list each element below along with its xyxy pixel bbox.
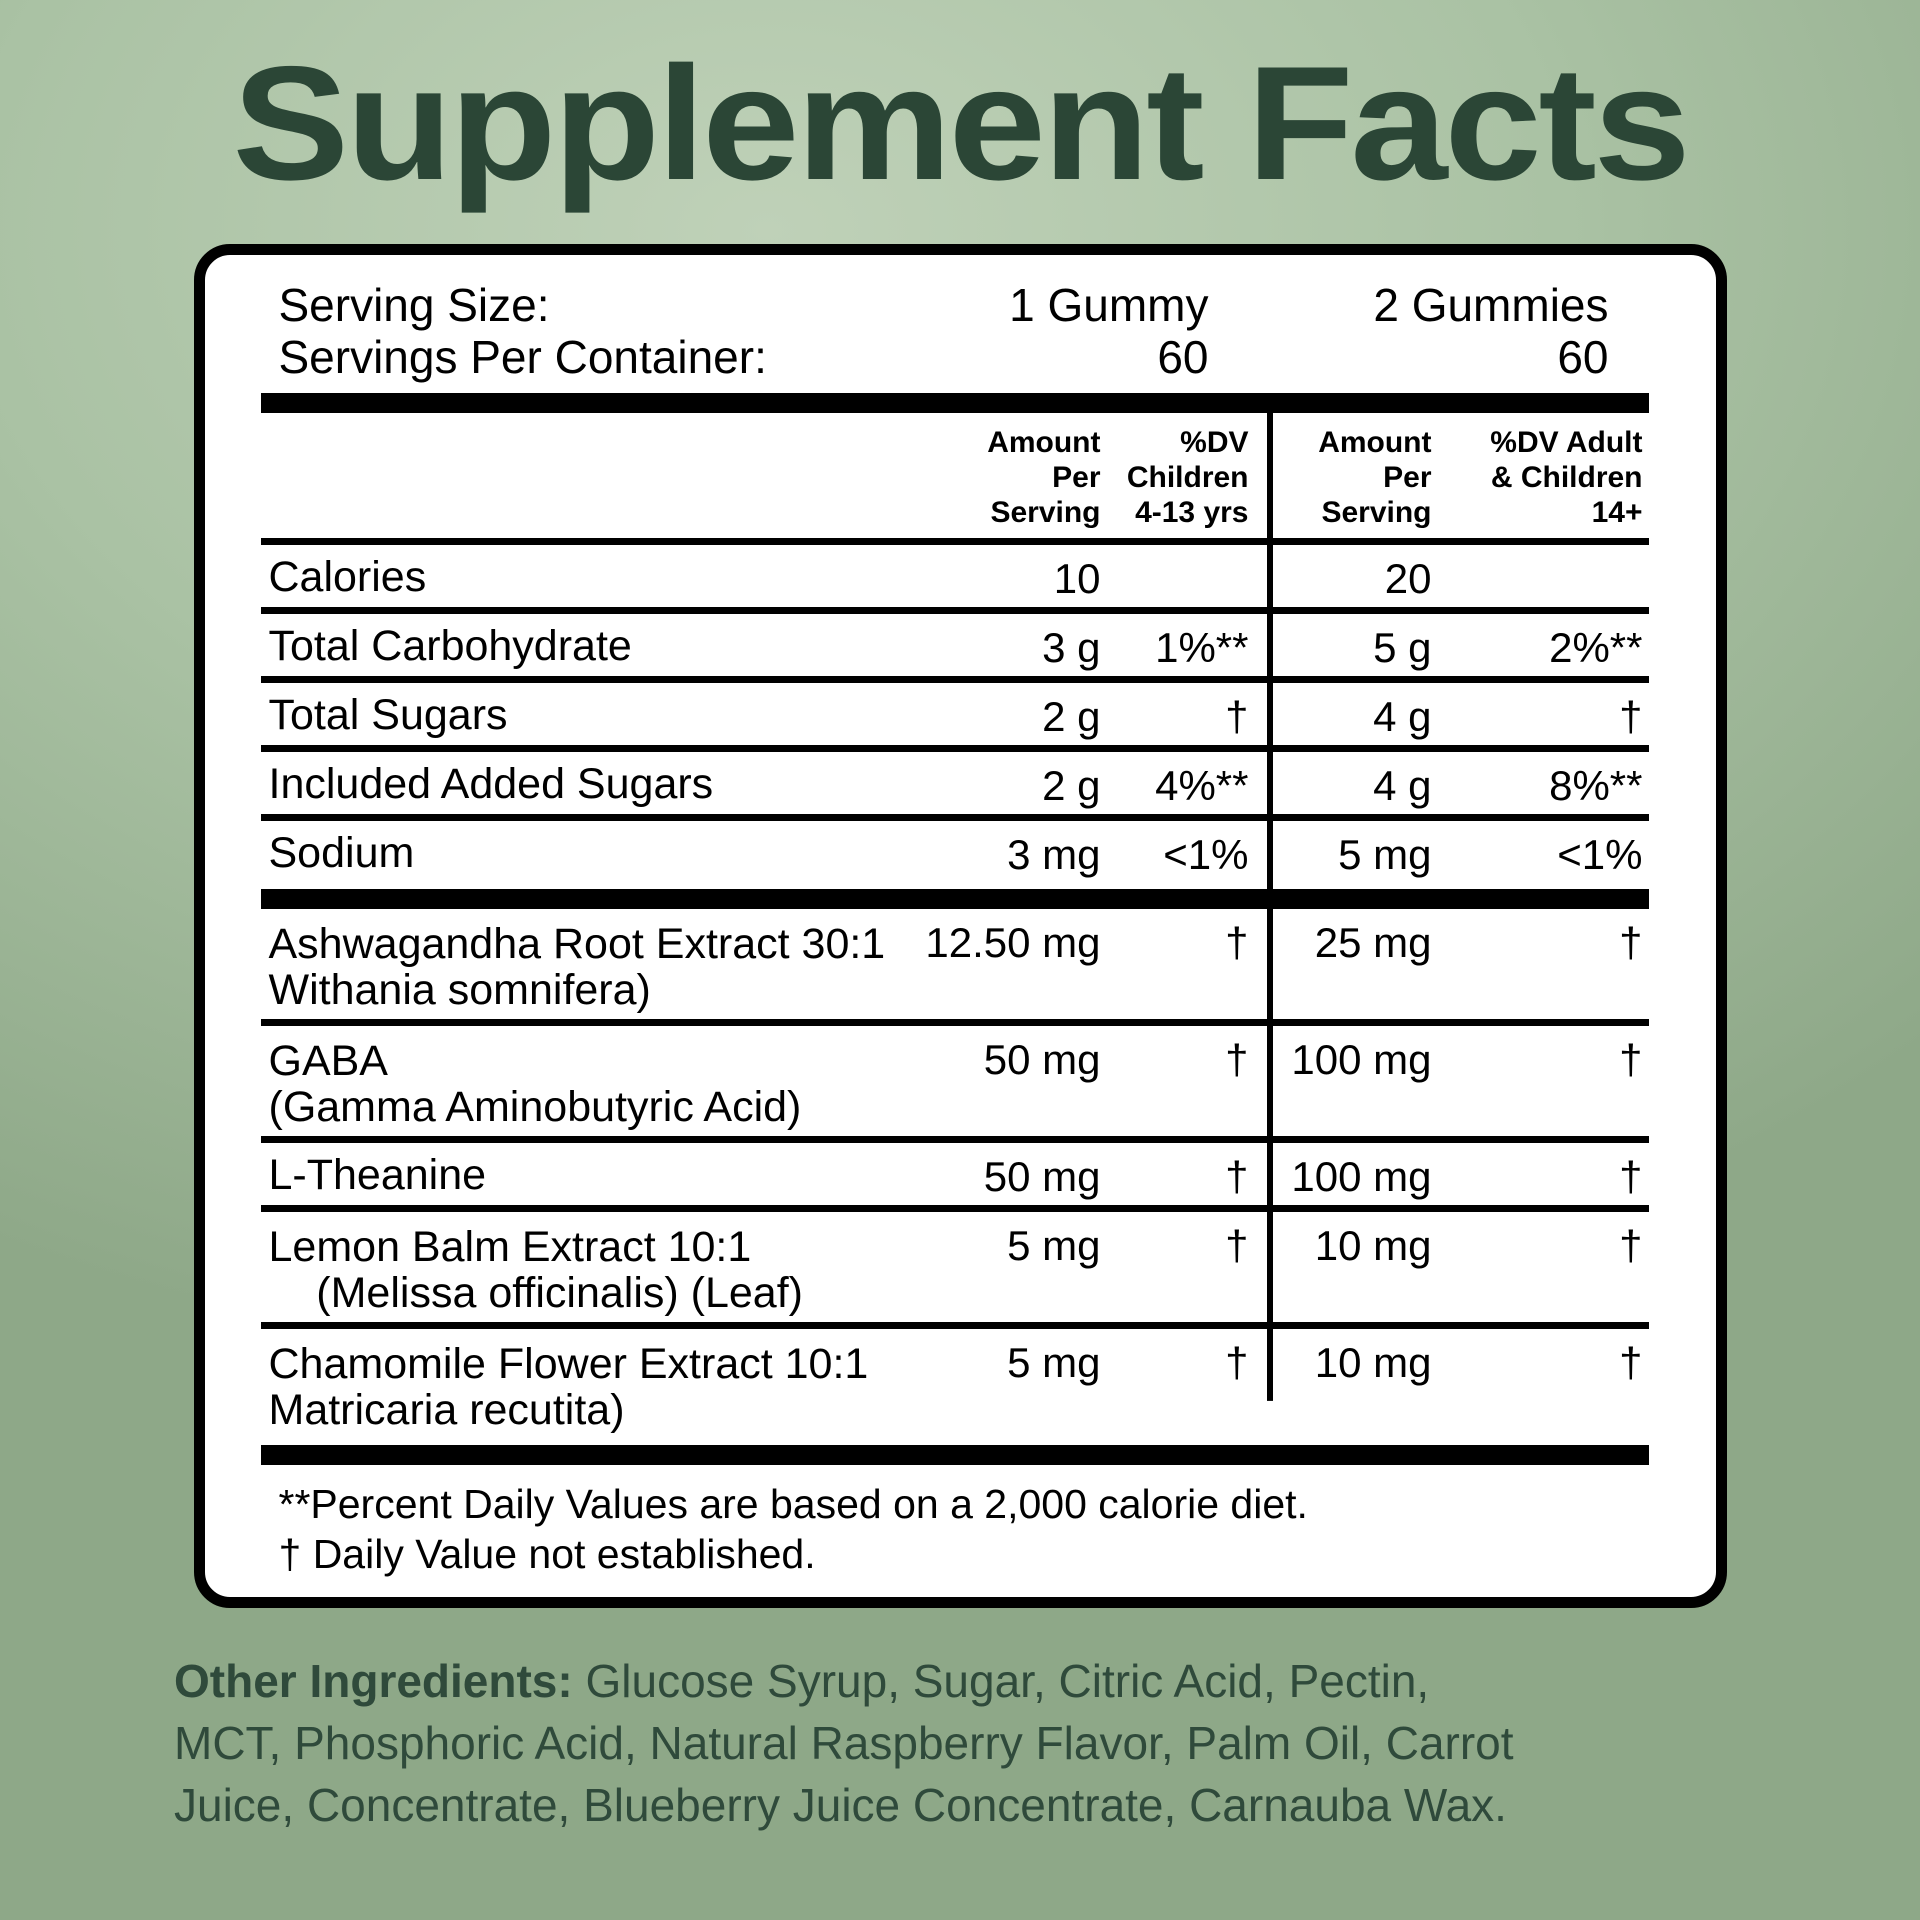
nutrient-name: Calories — [268, 553, 427, 601]
dv-adult: † — [1619, 919, 1643, 966]
amount-2-gummies: 10 mg — [1266, 1212, 1457, 1322]
nutrient-row-total-carbohydrate: Total Carbohydrate 3 g 1%** 5 g 2%** — [260, 614, 1649, 683]
serving-size-label: Serving Size: — [278, 279, 550, 331]
ingredient-row-lemon-balm: Lemon Balm Extract 10:1 (Melissa officin… — [260, 1212, 1649, 1329]
ingredient-name: Lemon Balm Extract 10:1 — [268, 1223, 752, 1271]
ingredient-subname: (Gamma Aminobutyric Acid) — [268, 1083, 802, 1131]
dv-adult: † — [1619, 1036, 1643, 1083]
dv-adult: <1% — [1557, 831, 1643, 878]
table-header-row: Amount Per Serving %DV Children 4-13 yrs… — [260, 413, 1649, 545]
other-ingredients-line-3: Juice, Concentrate, Blueberry Juice Conc… — [174, 1779, 1507, 1831]
dv-children: 4%** — [1155, 762, 1249, 809]
amount-1-gummy: 2 g — [1042, 762, 1101, 809]
dv-children — [1119, 545, 1267, 607]
amount-1-gummy: 2 g — [1042, 693, 1101, 740]
amount-1-gummy: 50 mg — [983, 1036, 1101, 1083]
other-ingredients: Other Ingredients: Glucose Syrup, Sugar,… — [174, 1650, 1746, 1836]
nutrient-row-total-sugars: Total Sugars 2 g † 4 g † — [260, 683, 1649, 752]
dv-children: † — [1225, 1036, 1249, 1083]
dv-children: <1% — [1163, 831, 1249, 878]
ingredient-row-l-theanine: L-Theanine 50 mg † 100 mg † — [260, 1143, 1649, 1212]
header-amount-2-gummies: Amount Per Serving — [1266, 413, 1457, 538]
amount-2-gummies: 100 mg — [1266, 1026, 1457, 1136]
header-amount-1-gummy: Amount Per Serving — [987, 426, 1101, 529]
amount-1-gummy: 10 — [1053, 555, 1101, 602]
other-ingredients-line-2: MCT, Phosphoric Acid, Natural Raspberry … — [174, 1717, 1514, 1769]
amount-2-gummies: 10 mg — [1266, 1329, 1457, 1445]
dv-adult: † — [1619, 1339, 1643, 1386]
amount-2-gummies: 5 g — [1266, 614, 1457, 676]
dv-adult: † — [1619, 1153, 1643, 1200]
supplement-facts-panel: Serving Size: 1 Gummy 2 Gummies Servings… — [193, 244, 1727, 1608]
amount-1-gummy: 50 mg — [983, 1153, 1101, 1200]
ingredient-row-ashwagandha: Ashwagandha Root Extract 30:1 Withania so… — [260, 909, 1649, 1026]
other-ingredients-label: Other Ingredients: — [174, 1655, 573, 1707]
ingredient-row-chamomile: Chamomile Flower Extract 10:1 Matricaria … — [261, 1329, 1649, 1445]
ingredient-name: L-Theanine — [268, 1151, 487, 1199]
nutrient-row-added-sugars: Included Added Sugars 2 g 4%** 4 g 8%** — [260, 752, 1649, 821]
dv-children: † — [1225, 1339, 1249, 1386]
nutrient-name: Sodium — [268, 829, 415, 877]
nutrient-name: Total Sugars — [268, 691, 508, 739]
header-dv-adult: %DV Adult & Children 14+ — [1490, 426, 1643, 529]
serving-size-row: Serving Size: 1 Gummy 2 Gummies — [279, 279, 1649, 331]
dv-adult: † — [1619, 693, 1643, 740]
amount-2-gummies: 5 mg — [1266, 821, 1457, 889]
section-divider-bar — [260, 889, 1649, 909]
ingredient-name: Chamomile Flower Extract 10:1 — [268, 1340, 869, 1388]
ingredient-name: Ashwagandha Root Extract 30:1 — [268, 920, 886, 968]
facts-table: Serving Size: 1 Gummy 2 Gummies Servings… — [260, 255, 1649, 1597]
dv-children: † — [1225, 1222, 1249, 1269]
amount-2-gummies: 20 — [1266, 545, 1457, 607]
amount-2-gummies: 25 mg — [1266, 909, 1457, 1019]
section-divider-bar — [260, 393, 1649, 413]
footnote-daily-values: **Percent Daily Values are based on a 2,… — [278, 1481, 1308, 1527]
page-title: Supplement Facts — [232, 33, 1690, 214]
dv-adult: 8%** — [1549, 762, 1643, 809]
nutrient-row-sodium: Sodium 3 mg <1% 5 mg <1% — [261, 821, 1649, 889]
nutrient-row-calories: Calories 10 20 — [260, 545, 1649, 614]
ingredient-subname: Matricaria recutita) — [268, 1386, 625, 1434]
amount-1-gummy: 12.50 mg — [925, 919, 1101, 966]
dv-children: 1%** — [1155, 624, 1249, 671]
ingredient-name: GABA — [268, 1037, 389, 1085]
amount-2-gummies: 4 g — [1266, 683, 1457, 745]
dv-children: † — [1225, 1153, 1249, 1200]
serving-size-value-1: 1 Gummy — [1009, 279, 1209, 331]
nutrient-name: Total Carbohydrate — [268, 622, 632, 670]
serving-info: Serving Size: 1 Gummy 2 Gummies Servings… — [261, 255, 1649, 393]
servings-per-container-row: Servings Per Container: 60 60 — [279, 331, 1649, 383]
amount-2-gummies: 4 g — [1266, 752, 1457, 814]
amount-1-gummy: 5 mg — [1007, 1222, 1101, 1269]
footnote-dagger: † Daily Value not established. — [278, 1531, 816, 1577]
other-ingredients-line-1: Glucose Syrup, Sugar, Citric Acid, Pecti… — [572, 1655, 1430, 1707]
amount-2-gummies: 100 mg — [1266, 1143, 1457, 1205]
dv-children: † — [1225, 693, 1249, 740]
header-spacer — [261, 413, 969, 538]
ingredient-subname: Withania somnifera) — [268, 966, 651, 1014]
amount-1-gummy: 5 mg — [1007, 1339, 1101, 1386]
ingredient-row-gaba: GABA (Gamma Aminobutyric Acid) 50 mg † 10… — [260, 1026, 1649, 1143]
section-divider-bar — [260, 1445, 1649, 1465]
dv-children: † — [1225, 919, 1249, 966]
amount-1-gummy: 3 mg — [1007, 831, 1101, 878]
dv-adult: 2%** — [1549, 624, 1643, 671]
servings-per-container-value-1: 60 — [1157, 331, 1209, 383]
serving-size-value-2: 2 Gummies — [1373, 279, 1609, 331]
amount-1-gummy: 3 g — [1042, 624, 1101, 671]
header-dv-children: %DV Children 4-13 yrs — [1126, 426, 1249, 529]
nutrient-name: Included Added Sugars — [268, 760, 714, 808]
servings-per-container-value-2: 60 — [1557, 331, 1609, 383]
ingredient-subname: (Melissa officinalis) (Leaf) — [268, 1269, 803, 1317]
dv-adult — [1457, 545, 1649, 607]
servings-per-container-label: Servings Per Container: — [278, 331, 767, 383]
footnotes: **Percent Daily Values are based on a 2,… — [261, 1465, 1649, 1597]
dv-adult: † — [1619, 1222, 1643, 1269]
